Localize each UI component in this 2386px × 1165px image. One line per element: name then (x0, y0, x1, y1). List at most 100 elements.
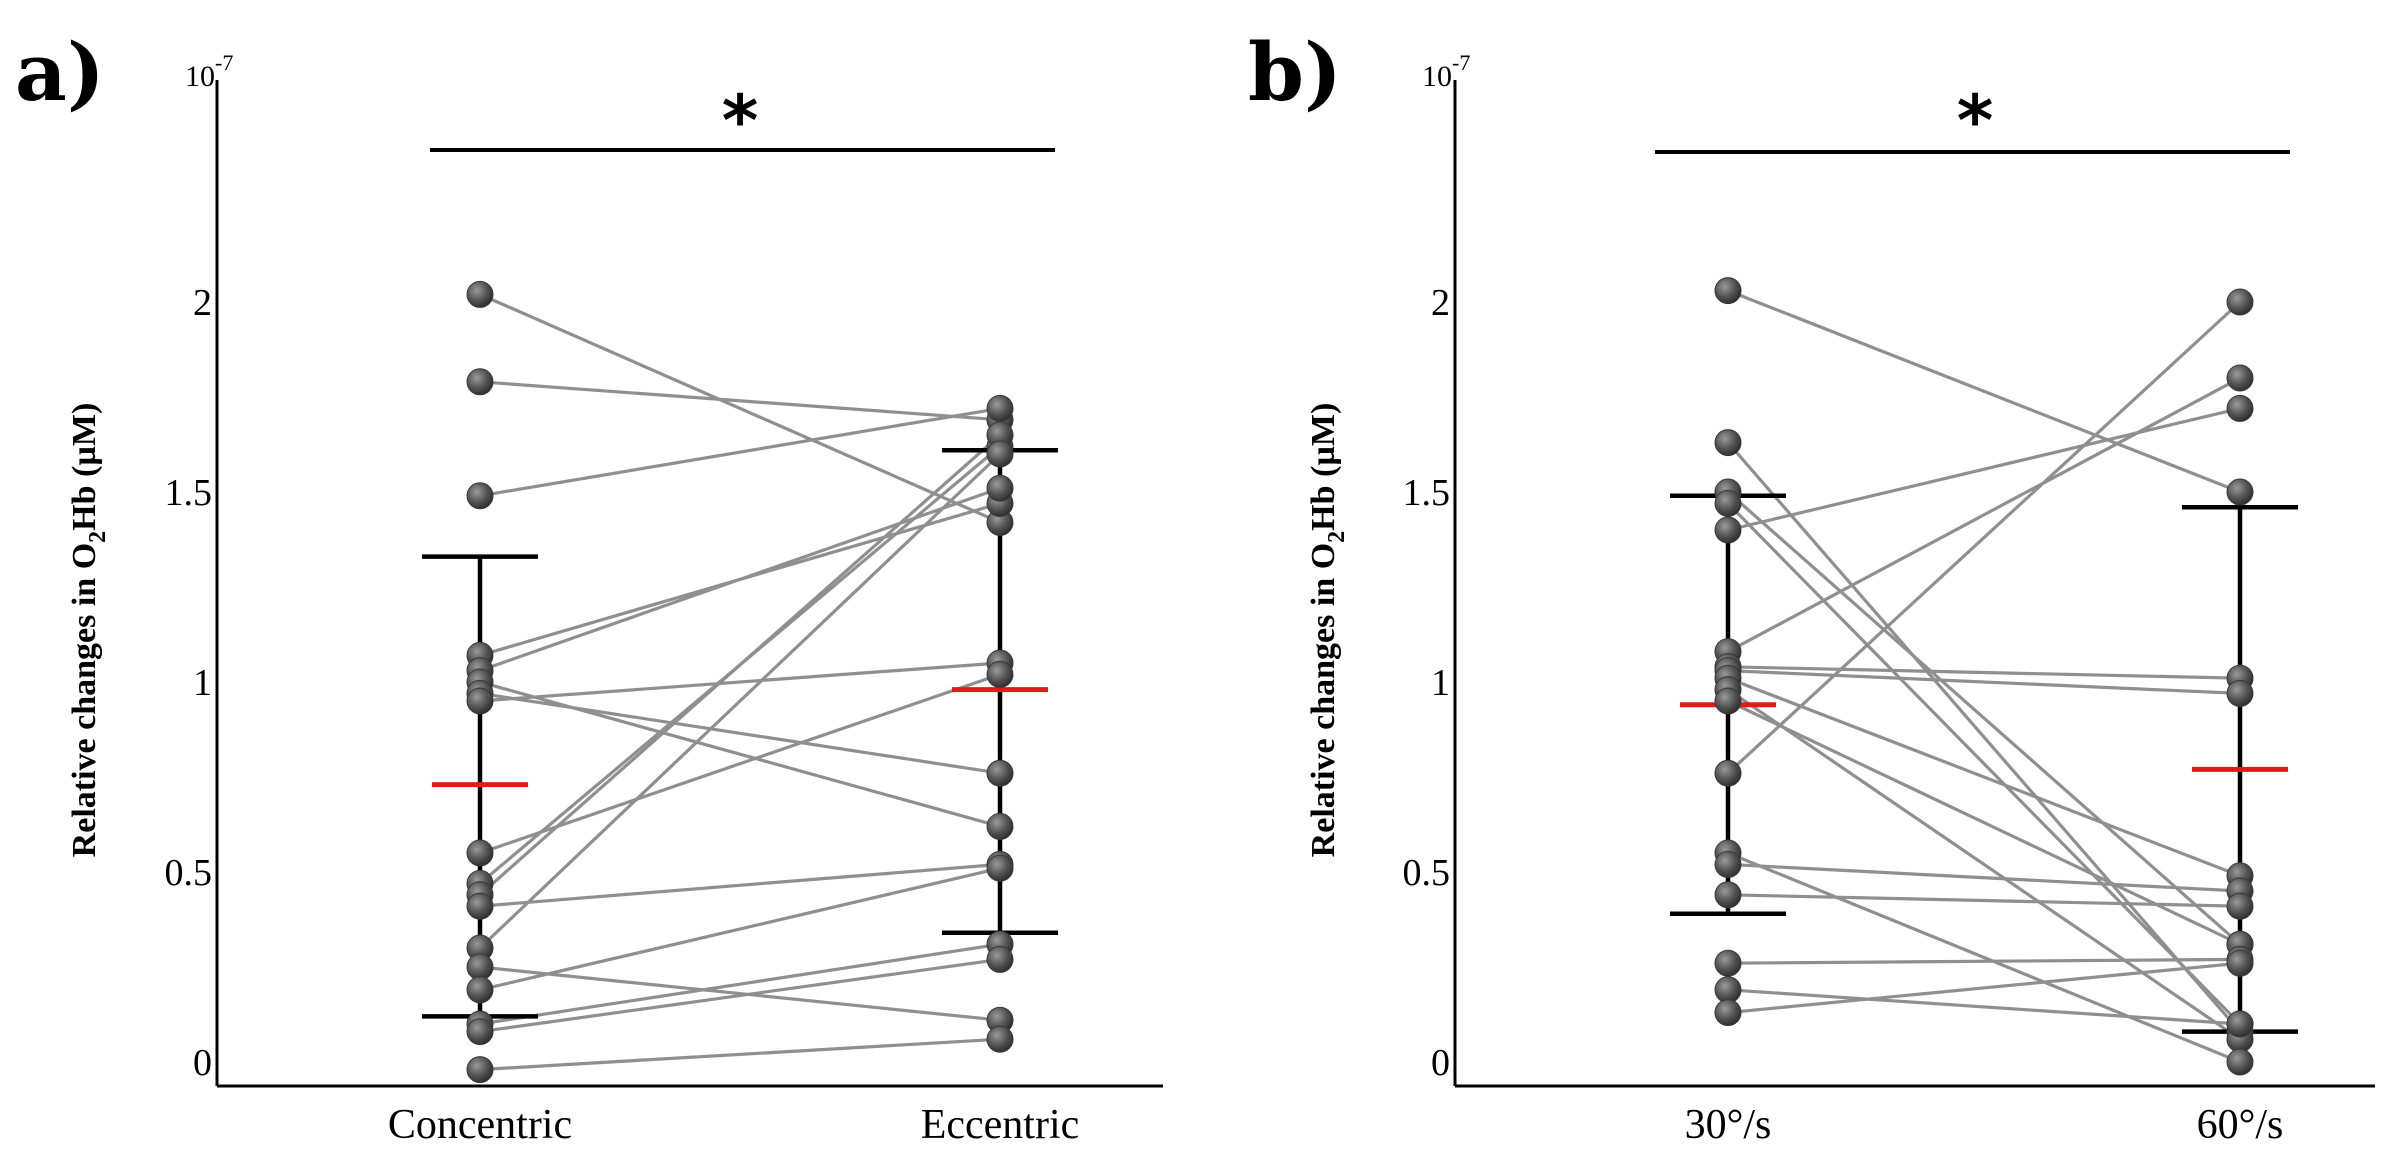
data-point (986, 1025, 1014, 1053)
data-point (466, 687, 494, 715)
pair-line (479, 661, 1001, 703)
data-point (2226, 892, 2254, 920)
pair-line (479, 957, 1001, 1034)
data-point (986, 440, 1014, 468)
data-point (466, 1018, 494, 1046)
panel-a-category-label-eccentric: Eccentric (921, 1102, 1080, 1148)
panel-b-points (1714, 277, 2254, 1076)
panel-a-y-axis-label: Relative changes in O2Hb (µM) (66, 403, 111, 858)
data-point (466, 280, 494, 308)
data-point (2226, 394, 2254, 422)
panel-a-tick-labels: 0 0.5 1 1.5 2 (165, 282, 213, 1084)
panel-b-tick-labels: 0 0.5 1 1.5 2 (1403, 282, 1451, 1084)
panel-a-exponent-base: 10 (185, 60, 215, 93)
pair-line (1727, 893, 2241, 908)
data-point (986, 759, 1014, 787)
pair-line (1727, 688, 2241, 1041)
pair-line (1727, 988, 2241, 1026)
panel-a-category-label-concentric: Concentric (388, 1102, 572, 1148)
tick-label: 0.5 (1403, 852, 1451, 894)
tick-label: 1 (193, 662, 212, 704)
panel-b-letter: b) (1248, 25, 1342, 119)
data-point (466, 976, 494, 1004)
data-point (466, 839, 494, 867)
data-point (466, 953, 494, 981)
pair-line (1727, 851, 2241, 1064)
data-point (1714, 850, 1742, 878)
panel-b: b) 10-7 Relative changes in O2Hb (µM) * … (1248, 25, 2375, 1148)
pair-line (1727, 676, 2241, 878)
panel-a-exponent: 10-7 (185, 50, 233, 93)
pair-line (479, 691, 1001, 775)
tick-label: 2 (1431, 282, 1450, 324)
pair-line (479, 942, 1001, 1026)
tick-label: 1.5 (165, 472, 213, 514)
data-point (466, 482, 494, 510)
pair-line (1727, 289, 2241, 494)
data-point (1714, 881, 1742, 909)
tick-label: 0.5 (165, 852, 213, 894)
pair-line (1726, 300, 2242, 775)
data-point (2226, 478, 2254, 506)
pair-line (479, 965, 1001, 1022)
pair-line (1727, 376, 2241, 654)
data-point (1714, 687, 1742, 715)
pair-line (1726, 490, 2242, 946)
pair-line (479, 380, 1001, 422)
data-point (466, 368, 494, 396)
panel-b-exponent-base: 10 (1422, 60, 1452, 93)
data-point (986, 945, 1014, 973)
panel-b-significance-star: * (1957, 80, 1994, 162)
panel-b-exponent: 10-7 (1422, 50, 1470, 93)
pair-line (1727, 669, 2241, 695)
data-point (2226, 1048, 2254, 1076)
panel-a-points (466, 280, 1014, 1084)
tick-label: 2 (193, 282, 212, 324)
data-point (1714, 516, 1742, 544)
data-point (986, 854, 1014, 882)
pair-line (479, 866, 1001, 992)
pair-line (479, 292, 1001, 524)
data-point (2226, 288, 2254, 316)
panel-b-category-label-30: 30°/s (1685, 1102, 1772, 1148)
data-point (1714, 949, 1742, 977)
pair-line (479, 862, 1001, 908)
data-point (1714, 976, 1742, 1004)
pair-line (479, 680, 1001, 828)
pair-line (479, 672, 1001, 855)
pair-line (479, 1037, 1001, 1072)
panel-a-exponent-power: -7 (215, 50, 233, 75)
pair-line (1726, 502, 2242, 1026)
panel-b-pair-lines (1726, 289, 2242, 1064)
data-point (1714, 759, 1742, 787)
panel-a-significance-star: * (722, 80, 759, 162)
pair-line (1727, 961, 2241, 1015)
data-point (1714, 429, 1742, 457)
pair-line (479, 486, 1001, 673)
panel-a-pair-lines (478, 292, 1002, 1072)
data-point (986, 474, 1014, 502)
pair-line (1727, 862, 2241, 893)
pair-line (479, 406, 1001, 498)
data-point (986, 812, 1014, 840)
tick-label: 0 (193, 1042, 212, 1084)
data-point (466, 892, 494, 920)
tick-label: 1.5 (1403, 472, 1451, 514)
data-point (1714, 277, 1742, 305)
data-point (1714, 489, 1742, 517)
panel-b-category-label-60: 60°/s (2197, 1102, 2284, 1148)
tick-label: 0 (1431, 1042, 1450, 1084)
tick-label: 1 (1431, 662, 1450, 704)
data-point (1714, 999, 1742, 1027)
data-point (466, 1056, 494, 1084)
data-point (2226, 949, 2254, 977)
pair-line (478, 452, 1002, 950)
pair-line (1726, 441, 2242, 1033)
data-point (2226, 364, 2254, 392)
pair-line (1727, 665, 2241, 680)
pair-line (1727, 406, 2241, 532)
panel-b-exponent-power: -7 (1452, 50, 1470, 75)
panel-b-y-axis-label: Relative changes in O2Hb (µM) (1305, 403, 1350, 858)
data-point (986, 394, 1014, 422)
